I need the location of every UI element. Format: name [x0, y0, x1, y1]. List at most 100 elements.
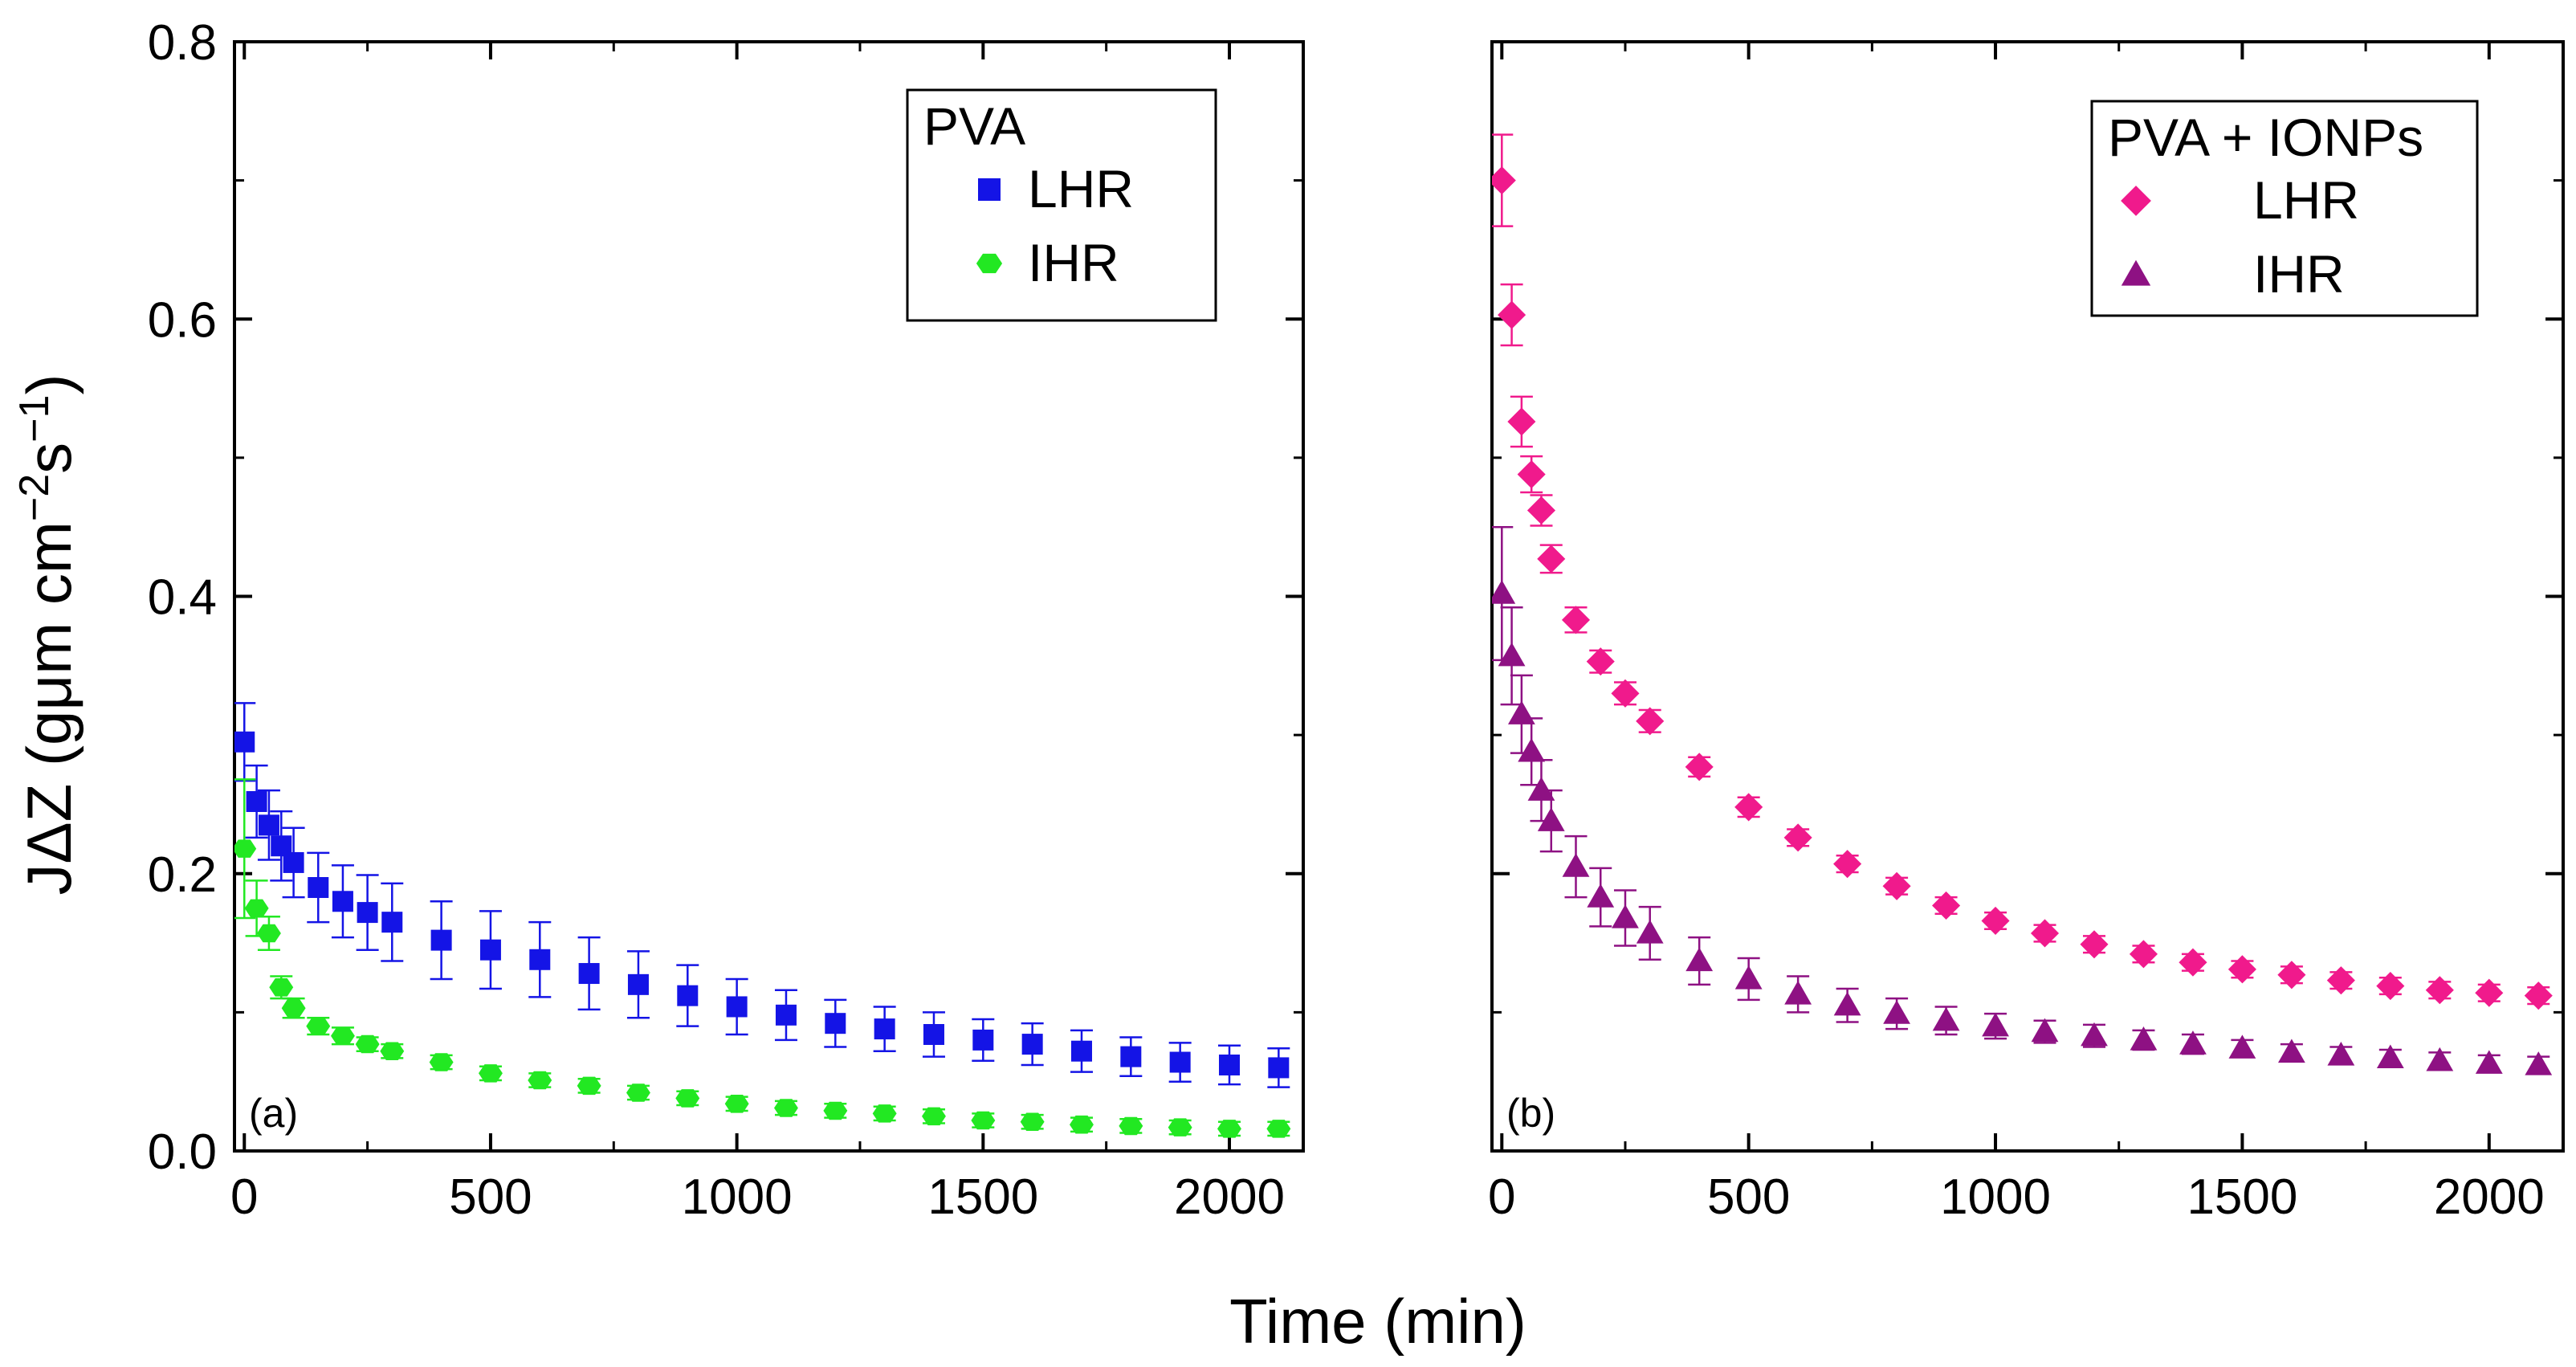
- data-point-ihr-a: [1020, 1112, 1045, 1131]
- data-point-lhr-b: [1685, 753, 1714, 781]
- y-axis-title-exp1: −2: [11, 474, 58, 521]
- data-point-ihr-b: [2179, 1030, 2207, 1055]
- data-point-ihr-b: [1612, 904, 1639, 928]
- data-point-ihr-a: [823, 1101, 848, 1120]
- data-point-ihr-a: [355, 1034, 380, 1054]
- data-point-lhr-a: [775, 1004, 797, 1026]
- data-point-lhr-a: [1120, 1046, 1142, 1067]
- panel-label-b: (b): [1506, 1091, 1555, 1136]
- data-point-ihr-a: [429, 1053, 454, 1071]
- data-point-lhr-b: [2129, 940, 2158, 969]
- data-point-ihr-b: [1562, 853, 1590, 877]
- data-point-ihr-a: [380, 1042, 405, 1060]
- data-point-lhr-a: [972, 1029, 994, 1051]
- data-point-lhr-b: [1734, 793, 1763, 822]
- data-point-ihr-b: [1492, 580, 1516, 604]
- data-point-lhr-a: [578, 963, 600, 985]
- data-point-ihr-b: [2376, 1044, 2404, 1069]
- data-point-lhr-b: [2277, 961, 2306, 990]
- data-point-ihr-b: [1685, 947, 1714, 972]
- data-point-lhr-b: [1636, 707, 1665, 736]
- data-point-lhr-a: [381, 912, 403, 933]
- data-point-lhr-a: [1021, 1034, 1043, 1055]
- data-point-lhr-a: [430, 929, 452, 951]
- data-point-ihr-b: [2130, 1026, 2158, 1051]
- data-point-lhr-b: [1492, 166, 1516, 195]
- data-point-ihr-b: [1784, 981, 1812, 1005]
- x-tick-label-b: 2000: [2434, 1169, 2545, 1225]
- data-point-ihr-b: [2228, 1034, 2256, 1059]
- data-point-ihr-b: [2031, 1018, 2059, 1043]
- y-tick-label-a: 0.0: [148, 1124, 217, 1180]
- legend-marker-lhr-a: [978, 178, 1001, 201]
- data-point-ihr-b: [1883, 1000, 1910, 1024]
- data-point-lhr-a: [874, 1018, 895, 1040]
- y-axis-title-mid: s: [14, 443, 84, 474]
- data-point-lhr-a: [1268, 1057, 1290, 1079]
- panel-label-a: (a): [249, 1091, 298, 1136]
- data-point-ihr-a: [626, 1083, 650, 1102]
- data-point-lhr-a: [529, 949, 551, 970]
- data-point-lhr-a: [283, 851, 304, 873]
- x-tick-label-b: 1000: [1940, 1169, 2051, 1225]
- data-point-lhr-a: [479, 939, 501, 961]
- data-point-ihr-a: [1119, 1116, 1143, 1136]
- data-point-ihr-b: [2475, 1050, 2503, 1074]
- data-point-ihr-b: [1982, 1012, 2009, 1037]
- data-point-lhr-a: [627, 973, 649, 995]
- data-point-lhr-a: [825, 1013, 846, 1034]
- data-point-ihr-a: [774, 1099, 798, 1117]
- data-point-ihr-a: [1070, 1115, 1094, 1134]
- y-axis-title-exp2: −1: [11, 395, 58, 443]
- data-point-lhr-a: [1169, 1051, 1191, 1073]
- data-point-lhr-b: [1517, 460, 1546, 489]
- data-point-ihr-a: [724, 1095, 749, 1113]
- data-layer-b: [1492, 133, 2553, 1075]
- data-point-ihr-a: [971, 1111, 996, 1130]
- y-tick-label-a: 0.2: [148, 847, 217, 903]
- x-tick-label-b: 1500: [2187, 1169, 2297, 1225]
- legend-marker-ihr-a: [976, 253, 1003, 274]
- data-point-ihr-b: [2525, 1051, 2553, 1075]
- legend-label-ihr-b: IHR: [2253, 244, 2345, 304]
- data-point-lhr-a: [357, 902, 378, 924]
- data-point-lhr-b: [1981, 906, 2010, 935]
- legend-label-ihr-a: IHR: [1028, 233, 1119, 292]
- data-point-ihr-b: [1932, 1006, 1960, 1031]
- legend-title-b: PVA + IONPs: [2108, 108, 2423, 167]
- legend-marker-lhr-b: [2121, 186, 2151, 216]
- data-point-ihr-b: [2426, 1047, 2454, 1071]
- data-point-ihr-b: [1537, 807, 1565, 831]
- data-point-lhr-b: [2030, 919, 2060, 948]
- data-point-lhr-b: [1833, 850, 1862, 879]
- data-point-lhr-b: [2425, 976, 2454, 1005]
- data-point-ihr-a: [479, 1064, 503, 1083]
- data-point-ihr-a: [244, 899, 269, 918]
- x-tick-label-a: 0: [230, 1169, 258, 1225]
- data-point-lhr-a: [1218, 1054, 1240, 1075]
- data-point-lhr-b: [1507, 407, 1536, 436]
- data-point-lhr-a: [234, 731, 255, 753]
- data-point-ihr-a: [577, 1076, 601, 1096]
- data-point-lhr-b: [1611, 679, 1640, 708]
- data-point-ihr-a: [528, 1071, 552, 1090]
- data-point-ihr-b: [2327, 1041, 2355, 1066]
- data-point-ihr-a: [872, 1104, 897, 1123]
- data-point-lhr-b: [2475, 978, 2504, 1007]
- data-point-lhr-b: [2524, 981, 2553, 1010]
- data-point-lhr-b: [1526, 496, 1556, 525]
- y-tick-label-a: 0.8: [148, 15, 217, 71]
- data-point-ihr-b: [1636, 920, 1664, 944]
- data-point-ihr-a: [922, 1107, 946, 1126]
- legend-title-a: PVA: [923, 96, 1025, 156]
- data-point-ihr-b: [2081, 1022, 2108, 1047]
- data-point-ihr-b: [1518, 737, 1546, 762]
- data-point-ihr-a: [281, 998, 306, 1018]
- x-tick-label-a: 1500: [927, 1169, 1038, 1225]
- data-point-lhr-b: [1537, 545, 1566, 573]
- data-point-ihr-a: [675, 1089, 700, 1108]
- data-point-lhr-b: [2326, 966, 2355, 995]
- data-point-lhr-a: [726, 996, 748, 1018]
